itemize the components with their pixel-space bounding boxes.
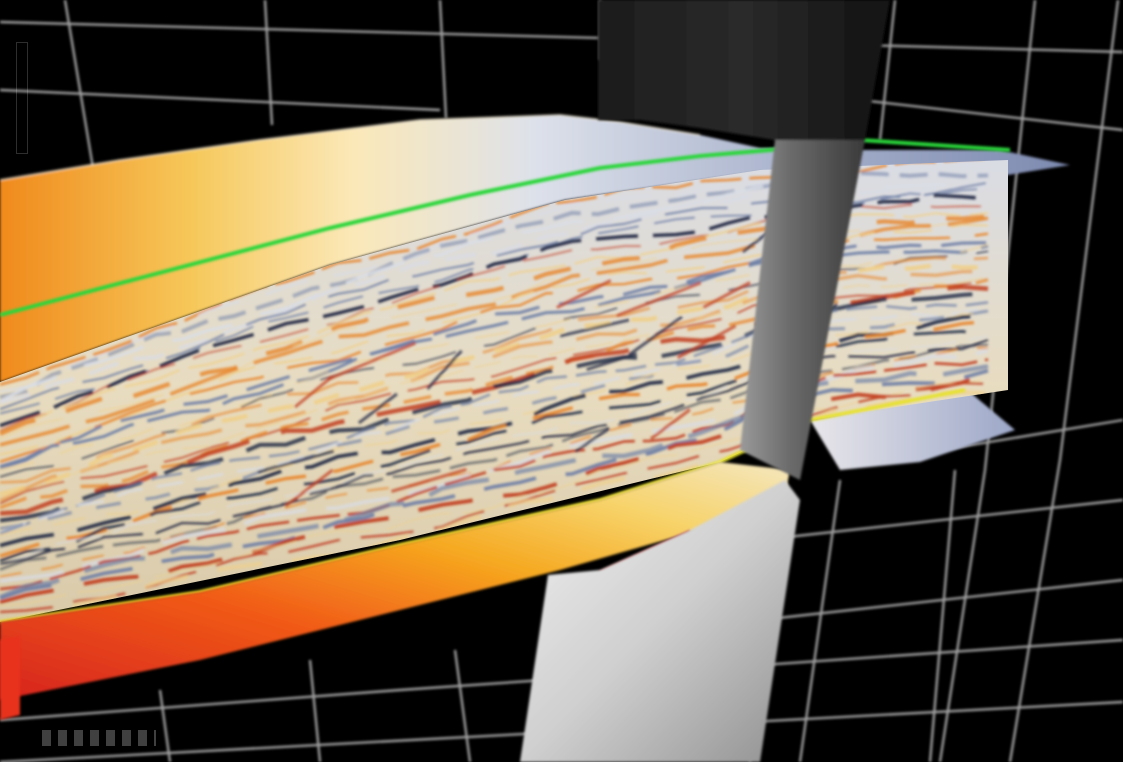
dipping-reflector xyxy=(616,281,702,318)
seismic-reflector xyxy=(0,291,989,523)
well-upper-segment xyxy=(598,0,890,155)
well-mid-segment xyxy=(740,140,865,480)
left-edge-strip xyxy=(0,636,20,720)
vertical-scale-icon xyxy=(16,42,28,154)
ruler-icon xyxy=(42,730,156,746)
dipping-reflector xyxy=(284,468,334,508)
seismic-reflector xyxy=(0,389,989,622)
dipping-reflector xyxy=(327,341,416,381)
dipping-reflector xyxy=(556,279,612,309)
dipping-reflector xyxy=(559,318,630,338)
right-ledge-surface[interactable] xyxy=(810,388,1015,470)
seismic-reflector xyxy=(0,369,989,600)
well-lower-segment xyxy=(520,480,800,762)
dipping-reflector xyxy=(426,349,463,390)
dipping-reflector xyxy=(391,468,467,493)
seismic-reflector xyxy=(0,330,989,562)
dipping-reflector xyxy=(357,392,398,425)
dipping-reflector xyxy=(257,449,335,474)
dipping-reflector xyxy=(586,352,638,372)
seismic-reflector xyxy=(0,244,989,470)
seismic-reflector xyxy=(0,284,989,516)
seismic-reflector xyxy=(0,364,989,600)
seismic-reflector xyxy=(0,306,989,535)
seismic-reflector xyxy=(0,378,989,607)
dipping-reflector xyxy=(574,427,611,453)
dipping-reflector xyxy=(649,408,691,440)
seismic-reflector xyxy=(0,343,989,571)
dipping-reflector xyxy=(676,324,737,360)
well-column[interactable] xyxy=(520,0,890,762)
top-horizon-surface[interactable] xyxy=(0,113,1070,382)
dipping-reflector xyxy=(293,374,334,409)
dipping-reflector xyxy=(702,281,751,309)
seismic-reflector xyxy=(0,358,989,591)
base-horizon-surface[interactable] xyxy=(0,462,790,700)
seismic-reflector xyxy=(0,269,989,502)
seismic-reflector xyxy=(0,243,989,471)
dipping-reflector xyxy=(628,315,683,357)
